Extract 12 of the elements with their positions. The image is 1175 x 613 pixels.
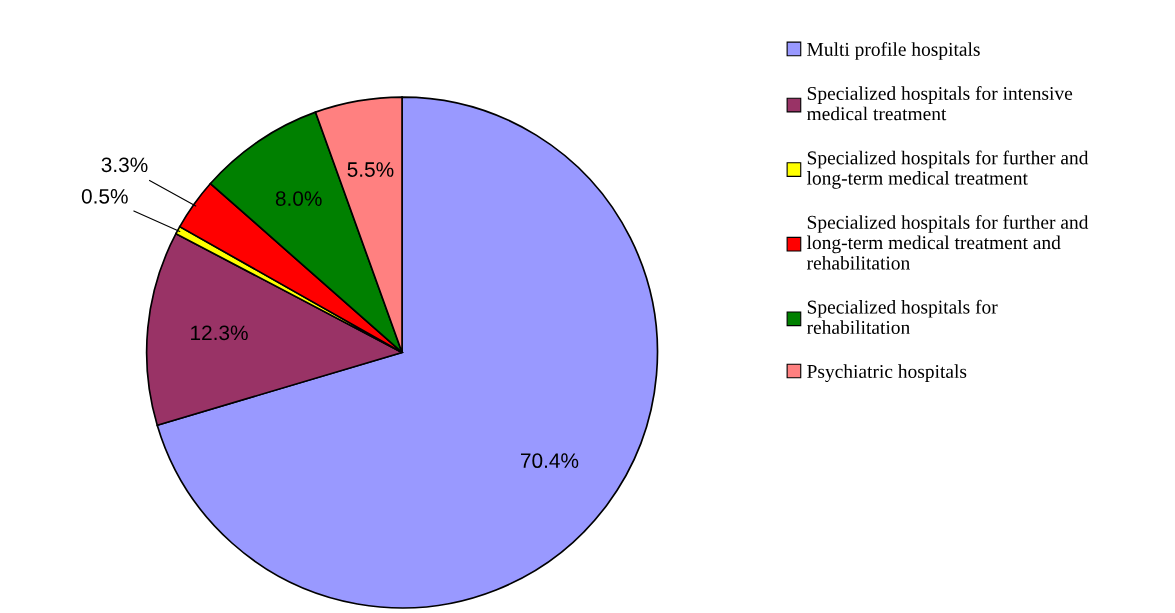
legend-label: Specialized hospitals for rehabilitation — [806, 299, 998, 334]
legend-label: Specialized hospitals for further and long-term medical treatment and rehabilitation — [806, 214, 1089, 270]
data-label: 5.5% — [347, 162, 394, 177]
data-label: 8.0% — [275, 191, 322, 206]
legend-label: Specialized hospitals for intensive medical treatment — [806, 86, 1073, 121]
legend-label: Multi profile hospitals — [807, 42, 980, 60]
data-label: 0.5% — [81, 188, 128, 204]
legend-label: Psychiatric hospitals — [807, 364, 967, 382]
legend-label: Specialized hospitals for further and long-term medical treatment — [806, 150, 1089, 189]
data-label: 12.3% — [191, 325, 248, 341]
data-label: 3.3% — [101, 157, 148, 173]
data-label: 70.4% — [520, 453, 579, 469]
